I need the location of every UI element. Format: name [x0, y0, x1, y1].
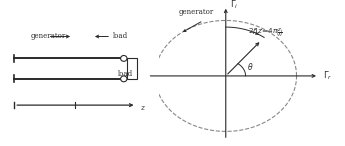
Circle shape — [121, 76, 127, 82]
Text: load: load — [118, 71, 132, 78]
Text: z: z — [140, 104, 144, 112]
Text: $\Gamma_r$: $\Gamma_r$ — [323, 70, 332, 82]
Bar — [127, 58, 137, 79]
Text: $\theta$: $\theta$ — [247, 61, 253, 72]
Circle shape — [121, 55, 127, 61]
Text: $2\beta z\!=\!4\pi\!\left(\!\frac{z}{\lambda}\!\right)$: $2\beta z\!=\!4\pi\!\left(\!\frac{z}{\la… — [248, 26, 284, 39]
Text: $\Gamma_i$: $\Gamma_i$ — [230, 0, 239, 11]
Text: load: load — [113, 33, 128, 40]
Text: generator: generator — [31, 33, 66, 40]
Text: generator: generator — [178, 8, 214, 16]
